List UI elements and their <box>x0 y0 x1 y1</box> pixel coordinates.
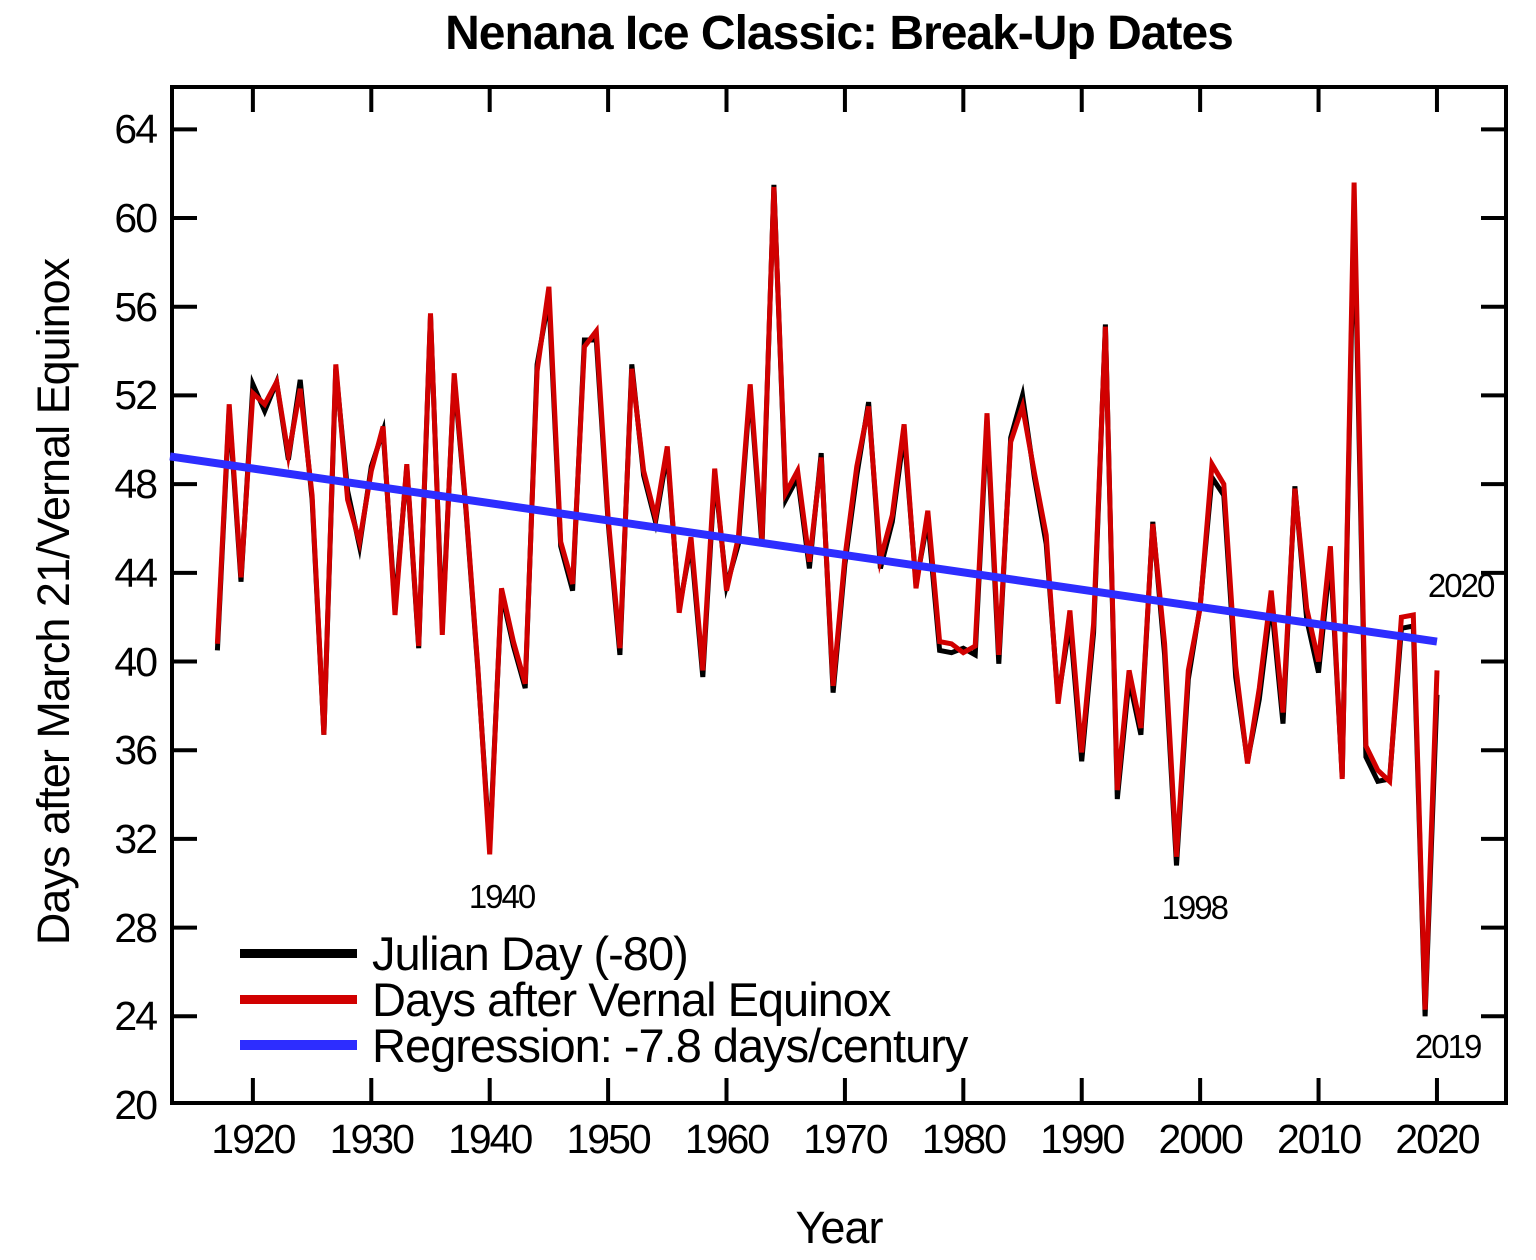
y-tick-label: 28 <box>114 904 158 951</box>
x-tick-label: 1920 <box>211 1116 296 1162</box>
x-axis-title: Year <box>795 1202 884 1253</box>
annotation-1998: 1998 <box>1161 888 1229 926</box>
x-tick-label: 2000 <box>1158 1116 1244 1162</box>
y-tick-label: 40 <box>114 638 158 685</box>
plot-frame <box>170 85 1508 1105</box>
annotation-2019: 2019 <box>1414 1028 1482 1066</box>
x-tick-label: 1980 <box>921 1116 1007 1162</box>
y-tick-label: 20 <box>114 1082 158 1128</box>
x-tick-label: 2020 <box>1395 1116 1480 1162</box>
y-tick-label: 60 <box>114 195 158 242</box>
x-tick-label: 1950 <box>566 1116 651 1162</box>
annotation-2020: 2020 <box>1427 567 1495 605</box>
y-tick-label: 64 <box>114 106 158 153</box>
y-tick-label: 24 <box>114 993 158 1040</box>
y-tick-label: 52 <box>114 372 158 419</box>
chart-title: Nenana Ice Classic: Break-Up Dates <box>445 7 1234 60</box>
x-tick-label: 1940 <box>448 1116 533 1162</box>
x-tick-label: 1960 <box>684 1116 770 1162</box>
x-tick-label: 1930 <box>329 1116 415 1162</box>
annotation-1940: 1940 <box>468 877 536 915</box>
y-tick-label: 36 <box>114 727 158 774</box>
x-tick-label: 1990 <box>1040 1116 1125 1162</box>
regression-line <box>169 452 1438 646</box>
x-tick-label: 2010 <box>1276 1116 1362 1162</box>
x-tick-label: 1970 <box>803 1116 888 1162</box>
series-vernal-equinox-line <box>214 182 1440 1010</box>
y-tick-label: 48 <box>114 461 158 508</box>
y-tick-label: 56 <box>114 283 158 330</box>
y-tick-label: 44 <box>114 549 158 596</box>
y-tick-label: 32 <box>114 815 158 862</box>
